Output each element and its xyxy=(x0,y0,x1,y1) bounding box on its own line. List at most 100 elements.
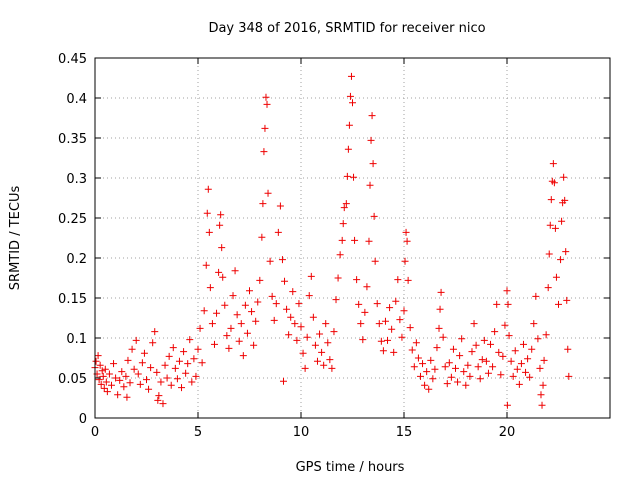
y-tick-label: 0.25 xyxy=(58,212,87,227)
data-point xyxy=(561,196,569,204)
data-point xyxy=(470,320,478,328)
data-point xyxy=(414,354,422,362)
data-point xyxy=(120,383,128,391)
data-point xyxy=(441,363,449,371)
data-point xyxy=(299,349,307,357)
y-axis-label: SRMTID / TECUs xyxy=(8,186,23,291)
data-point xyxy=(423,368,431,376)
data-point xyxy=(278,256,286,264)
data-point xyxy=(307,272,315,280)
data-point xyxy=(344,145,352,153)
data-point xyxy=(334,274,342,282)
data-point xyxy=(359,336,367,344)
data-point xyxy=(178,384,186,392)
data-point xyxy=(259,200,267,208)
data-point xyxy=(248,308,256,316)
data-point xyxy=(268,292,276,300)
data-point xyxy=(252,317,260,325)
data-point xyxy=(305,292,313,300)
data-point xyxy=(544,284,552,292)
data-point xyxy=(161,361,169,369)
data-point xyxy=(439,333,447,341)
data-point xyxy=(118,368,126,376)
data-point xyxy=(458,335,466,343)
data-point xyxy=(216,221,224,229)
data-point xyxy=(229,292,237,300)
data-point xyxy=(406,324,414,332)
data-point xyxy=(231,267,239,275)
data-point xyxy=(542,331,550,339)
data-point xyxy=(303,333,311,341)
x-tick-label: 15 xyxy=(396,425,413,440)
data-point xyxy=(182,369,190,377)
data-point xyxy=(368,112,376,120)
data-point xyxy=(539,381,547,389)
data-point xyxy=(159,400,167,408)
data-point xyxy=(100,384,108,392)
data-point xyxy=(103,388,111,396)
data-point xyxy=(484,369,492,377)
data-point xyxy=(503,287,511,295)
data-point xyxy=(557,256,565,264)
data-point xyxy=(482,357,490,365)
data-point xyxy=(507,357,515,365)
data-point xyxy=(347,72,355,80)
data-point xyxy=(246,287,253,295)
y-tick-label: 0 xyxy=(79,412,87,427)
data-point xyxy=(564,345,572,353)
data-point xyxy=(355,300,363,308)
data-point xyxy=(155,392,163,400)
data-point xyxy=(203,209,211,217)
data-point xyxy=(511,347,519,355)
data-point xyxy=(443,380,451,388)
data-point xyxy=(340,204,348,212)
data-point xyxy=(114,391,122,399)
data-point xyxy=(528,345,536,353)
data-point xyxy=(173,375,181,383)
y-tick-label: 0.3 xyxy=(66,172,87,187)
data-point xyxy=(468,348,476,356)
y-tick-label: 0.1 xyxy=(66,332,87,347)
data-point xyxy=(175,357,183,365)
data-point xyxy=(223,332,231,340)
data-point xyxy=(281,277,289,285)
data-point xyxy=(437,288,445,296)
data-point xyxy=(454,378,462,386)
data-point xyxy=(394,276,402,284)
data-point xyxy=(404,276,412,284)
data-point xyxy=(110,360,118,368)
data-point xyxy=(171,364,179,372)
data-point xyxy=(545,250,553,258)
data-point xyxy=(130,365,138,373)
data-point xyxy=(429,375,437,383)
data-point xyxy=(138,359,146,367)
data-point xyxy=(560,173,568,181)
data-point xyxy=(491,328,499,336)
data-point xyxy=(123,393,131,401)
data-point xyxy=(421,381,429,389)
data-point xyxy=(487,340,495,348)
data-point xyxy=(134,370,142,378)
data-point xyxy=(346,92,354,100)
data-point xyxy=(366,181,374,189)
data-point xyxy=(546,221,554,229)
data-point xyxy=(342,200,350,208)
data-point xyxy=(401,257,409,265)
data-point xyxy=(184,360,192,368)
data-point xyxy=(250,341,258,349)
plot-area-border xyxy=(94,57,611,419)
data-point xyxy=(563,296,571,304)
data-point xyxy=(153,368,161,376)
data-point xyxy=(270,316,278,324)
data-point xyxy=(261,124,269,132)
data-point xyxy=(375,320,383,328)
data-point xyxy=(279,377,287,385)
axis-ticks xyxy=(94,57,610,419)
data-point xyxy=(332,296,340,304)
x-tick-label: 0 xyxy=(91,425,99,440)
data-point xyxy=(336,251,344,259)
data-point xyxy=(412,339,420,347)
data-point xyxy=(509,372,517,380)
data-point xyxy=(503,401,511,409)
data-point xyxy=(517,360,525,368)
